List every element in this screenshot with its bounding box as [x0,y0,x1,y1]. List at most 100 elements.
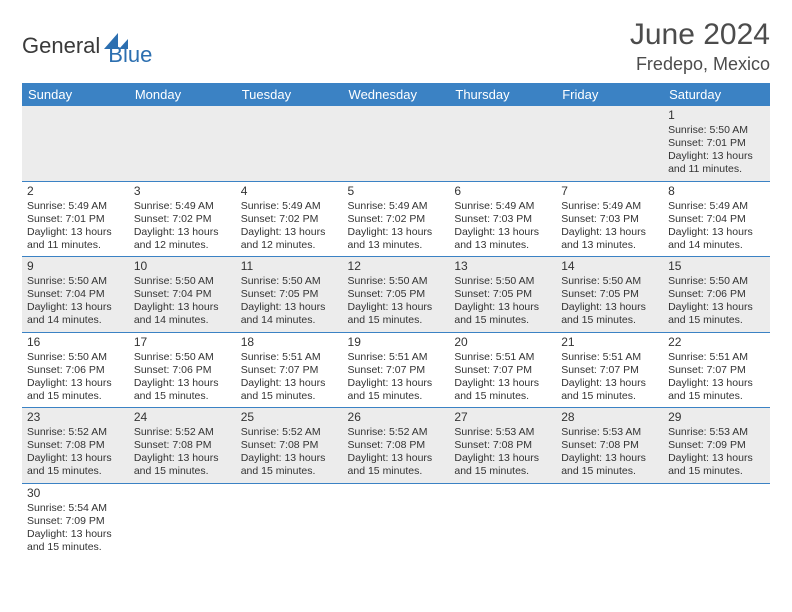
calendar-day-cell: 1Sunrise: 5:50 AMSunset: 7:01 PMDaylight… [663,106,770,181]
day-number: 24 [134,410,231,425]
calendar-day-cell: 9Sunrise: 5:50 AMSunset: 7:04 PMDaylight… [22,257,129,333]
calendar-table: SundayMondayTuesdayWednesdayThursdayFrid… [22,83,770,558]
sunset-line: Sunset: 7:06 PM [27,364,124,377]
sunrise-line: Sunrise: 5:51 AM [454,351,551,364]
calendar-day-cell [343,106,450,181]
day-number: 20 [454,335,551,350]
calendar-day-cell: 30Sunrise: 5:54 AMSunset: 7:09 PMDayligh… [22,483,129,558]
daylight-line: Daylight: 13 hours and 15 minutes. [668,452,765,478]
daylight-line: Daylight: 13 hours and 15 minutes. [668,377,765,403]
sunrise-line: Sunrise: 5:52 AM [134,426,231,439]
day-number: 11 [241,259,338,274]
calendar-day-cell [22,106,129,181]
sunrise-line: Sunrise: 5:53 AM [561,426,658,439]
calendar-page: General Blue June 2024 Fredepo, Mexico S… [0,0,792,568]
sunset-line: Sunset: 7:09 PM [668,439,765,452]
day-number: 18 [241,335,338,350]
daylight-line: Daylight: 13 hours and 15 minutes. [348,452,445,478]
sunset-line: Sunset: 7:07 PM [668,364,765,377]
sunset-line: Sunset: 7:03 PM [454,213,551,226]
daylight-line: Daylight: 13 hours and 14 minutes. [241,301,338,327]
calendar-day-cell: 8Sunrise: 5:49 AMSunset: 7:04 PMDaylight… [663,181,770,257]
weekday-header: Tuesday [236,83,343,106]
day-number: 23 [27,410,124,425]
day-number: 2 [27,184,124,199]
day-number: 8 [668,184,765,199]
day-number: 22 [668,335,765,350]
calendar-day-cell: 15Sunrise: 5:50 AMSunset: 7:06 PMDayligh… [663,257,770,333]
calendar-day-cell [129,483,236,558]
sunset-line: Sunset: 7:05 PM [241,288,338,301]
sunset-line: Sunset: 7:04 PM [27,288,124,301]
calendar-day-cell: 6Sunrise: 5:49 AMSunset: 7:03 PMDaylight… [449,181,556,257]
sunrise-line: Sunrise: 5:52 AM [27,426,124,439]
sunset-line: Sunset: 7:02 PM [241,213,338,226]
calendar-day-cell: 20Sunrise: 5:51 AMSunset: 7:07 PMDayligh… [449,332,556,408]
daylight-line: Daylight: 13 hours and 11 minutes. [668,150,765,176]
calendar-day-cell: 10Sunrise: 5:50 AMSunset: 7:04 PMDayligh… [129,257,236,333]
day-number: 7 [561,184,658,199]
sunset-line: Sunset: 7:02 PM [348,213,445,226]
daylight-line: Daylight: 13 hours and 15 minutes. [27,377,124,403]
sunset-line: Sunset: 7:06 PM [134,364,231,377]
sunset-line: Sunset: 7:08 PM [134,439,231,452]
sunset-line: Sunset: 7:07 PM [348,364,445,377]
day-number: 28 [561,410,658,425]
sunset-line: Sunset: 7:05 PM [348,288,445,301]
sunrise-line: Sunrise: 5:50 AM [134,275,231,288]
daylight-line: Daylight: 13 hours and 15 minutes. [454,452,551,478]
calendar-day-cell: 11Sunrise: 5:50 AMSunset: 7:05 PMDayligh… [236,257,343,333]
day-number: 1 [668,108,765,123]
day-number: 14 [561,259,658,274]
sunset-line: Sunset: 7:04 PM [134,288,231,301]
day-number: 15 [668,259,765,274]
daylight-line: Daylight: 13 hours and 15 minutes. [561,452,658,478]
logo: General Blue [22,24,152,68]
calendar-day-cell [556,483,663,558]
daylight-line: Daylight: 13 hours and 15 minutes. [454,377,551,403]
daylight-line: Daylight: 13 hours and 13 minutes. [454,226,551,252]
sunset-line: Sunset: 7:08 PM [454,439,551,452]
calendar-day-cell [343,483,450,558]
calendar-day-cell: 18Sunrise: 5:51 AMSunset: 7:07 PMDayligh… [236,332,343,408]
month-title: June 2024 [630,18,770,52]
calendar-day-cell: 21Sunrise: 5:51 AMSunset: 7:07 PMDayligh… [556,332,663,408]
daylight-line: Daylight: 13 hours and 15 minutes. [348,377,445,403]
weekday-header: Friday [556,83,663,106]
sunrise-line: Sunrise: 5:49 AM [348,200,445,213]
daylight-line: Daylight: 13 hours and 15 minutes. [561,301,658,327]
day-number: 21 [561,335,658,350]
weekday-header: Thursday [449,83,556,106]
weekday-header-row: SundayMondayTuesdayWednesdayThursdayFrid… [22,83,770,106]
sunrise-line: Sunrise: 5:50 AM [668,124,765,137]
sunrise-line: Sunrise: 5:51 AM [668,351,765,364]
sunrise-line: Sunrise: 5:52 AM [241,426,338,439]
day-number: 4 [241,184,338,199]
day-number: 13 [454,259,551,274]
sunrise-line: Sunrise: 5:49 AM [454,200,551,213]
calendar-day-cell: 3Sunrise: 5:49 AMSunset: 7:02 PMDaylight… [129,181,236,257]
day-number: 10 [134,259,231,274]
daylight-line: Daylight: 13 hours and 14 minutes. [668,226,765,252]
calendar-body: 1Sunrise: 5:50 AMSunset: 7:01 PMDaylight… [22,106,770,558]
calendar-day-cell: 13Sunrise: 5:50 AMSunset: 7:05 PMDayligh… [449,257,556,333]
sunset-line: Sunset: 7:03 PM [561,213,658,226]
sunrise-line: Sunrise: 5:51 AM [561,351,658,364]
day-number: 6 [454,184,551,199]
calendar-week-row: 23Sunrise: 5:52 AMSunset: 7:08 PMDayligh… [22,408,770,484]
calendar-day-cell: 29Sunrise: 5:53 AMSunset: 7:09 PMDayligh… [663,408,770,484]
daylight-line: Daylight: 13 hours and 13 minutes. [561,226,658,252]
sunrise-line: Sunrise: 5:49 AM [27,200,124,213]
calendar-day-cell [449,483,556,558]
daylight-line: Daylight: 13 hours and 14 minutes. [27,301,124,327]
calendar-day-cell: 2Sunrise: 5:49 AMSunset: 7:01 PMDaylight… [22,181,129,257]
day-number: 16 [27,335,124,350]
calendar-week-row: 1Sunrise: 5:50 AMSunset: 7:01 PMDaylight… [22,106,770,181]
daylight-line: Daylight: 13 hours and 15 minutes. [561,377,658,403]
title-block: June 2024 Fredepo, Mexico [630,18,770,75]
daylight-line: Daylight: 13 hours and 14 minutes. [134,301,231,327]
calendar-week-row: 2Sunrise: 5:49 AMSunset: 7:01 PMDaylight… [22,181,770,257]
day-number: 25 [241,410,338,425]
sunset-line: Sunset: 7:07 PM [454,364,551,377]
sunrise-line: Sunrise: 5:54 AM [27,502,124,515]
